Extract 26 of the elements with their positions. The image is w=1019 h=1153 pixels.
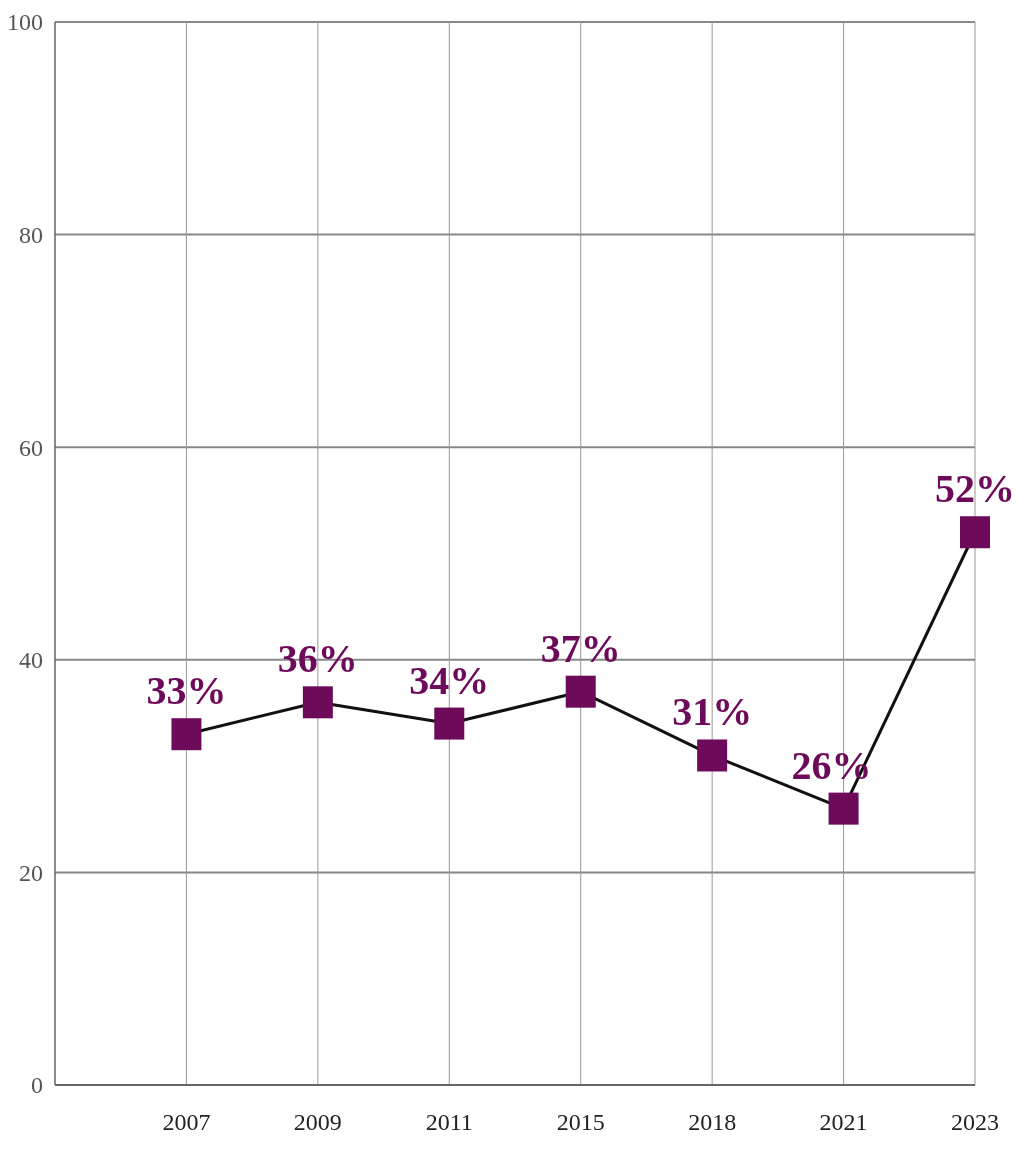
- x-tick-label: 2015: [556, 1109, 605, 1135]
- point: [434, 707, 465, 740]
- data-label: 33%: [146, 668, 227, 714]
- data-label: 31%: [672, 689, 753, 735]
- point: [960, 516, 990, 549]
- data-label: 34%: [409, 657, 490, 703]
- y-tick-label: 60: [19, 434, 43, 461]
- point: [828, 792, 859, 825]
- data-label: 36%: [277, 636, 358, 682]
- data-label: 37%: [540, 625, 621, 671]
- x-tick-label: 2023: [951, 1109, 999, 1135]
- x-tick-label: 2018: [688, 1109, 737, 1135]
- x-tick-label: 2007: [162, 1109, 211, 1135]
- point: [697, 739, 728, 772]
- y-tick-label: 40: [19, 647, 43, 674]
- point: [565, 675, 596, 708]
- y-tick-label: 100: [7, 9, 43, 36]
- y-tick-label: 20: [19, 859, 43, 886]
- y-tick-label: 0: [31, 1072, 43, 1099]
- point: [302, 686, 333, 719]
- x-tick-label: 2009: [293, 1109, 342, 1135]
- x-tick-label: 2011: [425, 1109, 473, 1135]
- data-label: 52%: [935, 466, 1015, 512]
- point: [171, 718, 202, 751]
- y-tick-label: 80: [19, 222, 43, 248]
- x-tick-label: 2021: [819, 1109, 868, 1135]
